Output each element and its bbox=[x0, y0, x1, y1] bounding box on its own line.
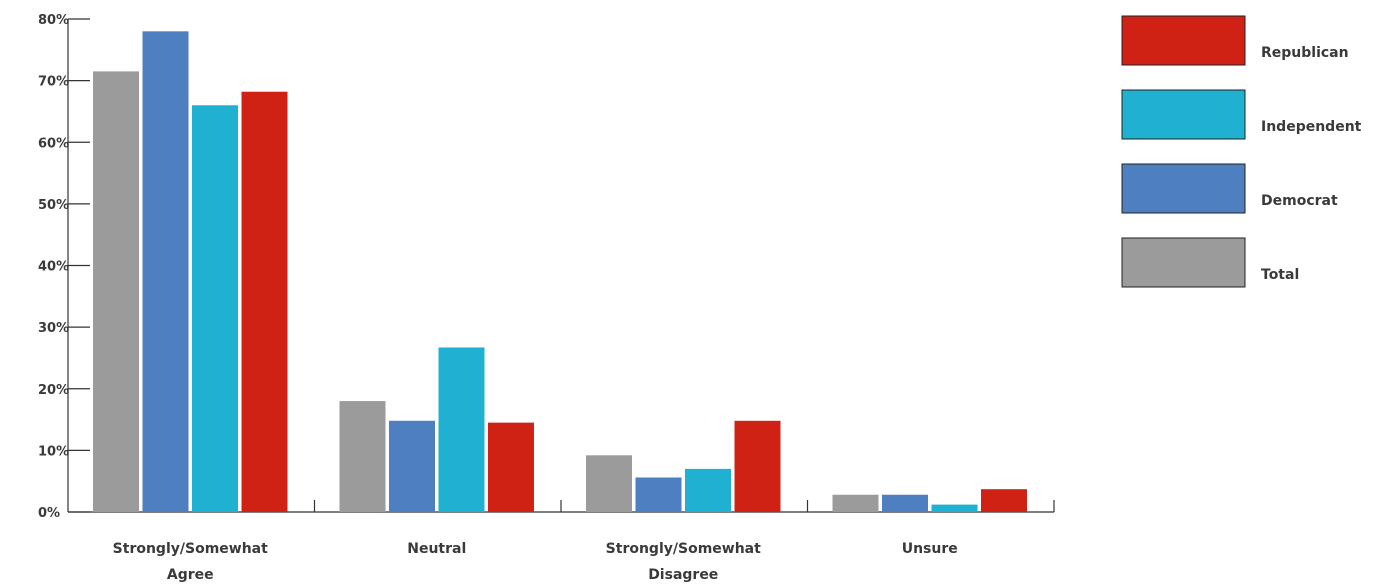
bar-total-1 bbox=[339, 401, 386, 512]
bar-total-3 bbox=[832, 494, 879, 512]
bar-democrat-0 bbox=[142, 31, 189, 512]
legend-swatch-republican bbox=[1121, 15, 1246, 66]
category-label: Strongly/Somewhat bbox=[606, 541, 761, 557]
bar-independent-3 bbox=[931, 504, 978, 512]
bar-republican-2 bbox=[734, 420, 781, 512]
bar-independent-2 bbox=[685, 468, 731, 512]
y-tick-label: 30% bbox=[38, 321, 69, 336]
y-tick-label: 50% bbox=[38, 198, 69, 213]
y-tick-label: 80% bbox=[38, 13, 69, 28]
y-tick-label: 40% bbox=[38, 260, 69, 275]
legend-swatch-democrat bbox=[1121, 163, 1246, 214]
legend-label-republican: Republican bbox=[1261, 45, 1349, 61]
bar-republican-3 bbox=[981, 489, 1027, 512]
y-axis: 0% 10% 20% 30% 40% 50% 60% 70% 80% bbox=[38, 13, 90, 521]
legend-swatch-independent bbox=[1121, 89, 1246, 140]
category-label: Unsure bbox=[902, 541, 958, 557]
bar-independent-1 bbox=[438, 347, 485, 512]
y-tick-label: 70% bbox=[38, 75, 69, 90]
category-label: Neutral bbox=[407, 541, 466, 557]
bar-independent-0 bbox=[192, 105, 238, 513]
y-tick-label: 60% bbox=[38, 136, 69, 151]
y-tick-label: 0% bbox=[38, 506, 60, 521]
legend: Republican Independent Democrat Total bbox=[1121, 15, 1362, 288]
legend-label-total: Total bbox=[1261, 267, 1299, 283]
bar-republican-0 bbox=[241, 91, 288, 512]
bar-democrat-1 bbox=[389, 420, 435, 512]
category-labels: Strongly/Somewhat Agree Neutral Strongly/So… bbox=[113, 541, 958, 583]
bar-republican-1 bbox=[488, 422, 534, 512]
category-label: Strongly/Somewhat bbox=[113, 541, 268, 557]
legend-label-independent: Independent bbox=[1261, 119, 1362, 135]
y-tick-label: 10% bbox=[38, 444, 69, 459]
category-label: Agree bbox=[167, 567, 214, 583]
legend-label-democrat: Democrat bbox=[1261, 193, 1338, 209]
bars bbox=[93, 31, 1027, 513]
bar-democrat-2 bbox=[635, 477, 682, 512]
category-label: Disagree bbox=[648, 567, 718, 583]
bar-democrat-3 bbox=[882, 494, 928, 512]
legend-swatch-total bbox=[1121, 237, 1246, 288]
bar-total-0 bbox=[93, 71, 139, 512]
y-tick-label: 20% bbox=[38, 383, 69, 398]
bar-total-2 bbox=[586, 455, 632, 512]
